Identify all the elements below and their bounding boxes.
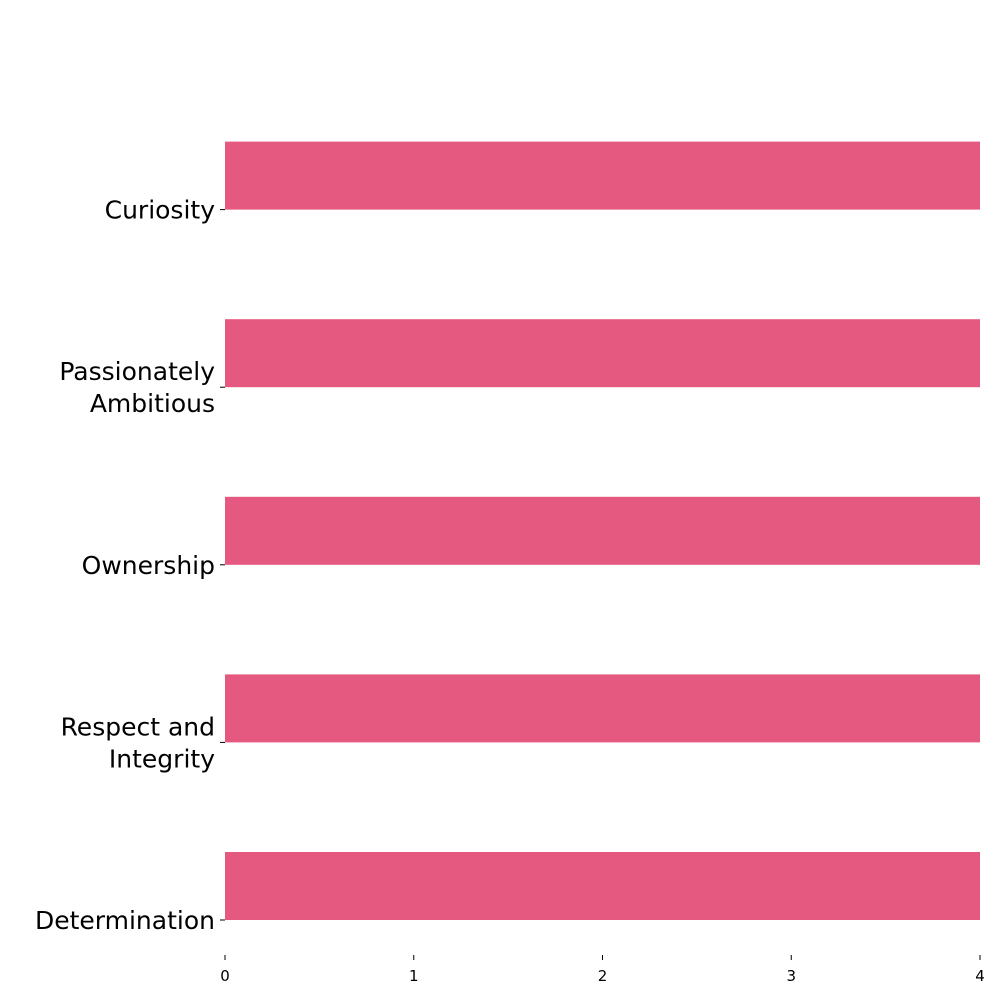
y-tick-label-respect-and-integrity: Respect and Integrity <box>61 712 216 773</box>
x-tick-label-1: 1 <box>409 967 419 985</box>
y-axis: Curiosity Passionately Ambitious Ownership R… <box>35 196 225 935</box>
y-tick-label-ownership: Ownership <box>82 551 215 580</box>
y-tick-label-line: Determination <box>35 906 215 935</box>
y-tick-label-line: Ambitious <box>90 389 215 418</box>
y-tick-label-curiosity: Curiosity <box>105 196 216 225</box>
y-tick-label-determination: Determination <box>35 906 215 935</box>
y-tick-label-passionately-ambitious: Passionately Ambitious <box>59 357 215 418</box>
y-tick-label-line: Passionately <box>59 357 215 386</box>
bar-respect-and-integrity <box>225 674 980 743</box>
x-tick-label-4: 4 <box>975 967 985 985</box>
x-tick-label-0: 0 <box>220 967 230 985</box>
bar-determination <box>225 852 980 920</box>
bars-layer <box>225 141 980 920</box>
bar-ownership <box>225 496 980 565</box>
y-tick-label-line: Integrity <box>109 744 215 773</box>
bar-curiosity <box>225 141 980 210</box>
y-tick-label-line: Respect and <box>61 712 215 741</box>
y-tick-label-line: Ownership <box>82 551 215 580</box>
x-axis: 0 1 2 3 4 <box>220 955 985 985</box>
x-tick-label-3: 3 <box>786 967 796 985</box>
x-tick-label-2: 2 <box>598 967 608 985</box>
bar-passionately-ambitious <box>225 319 980 388</box>
y-tick-label-line: Curiosity <box>105 196 216 225</box>
